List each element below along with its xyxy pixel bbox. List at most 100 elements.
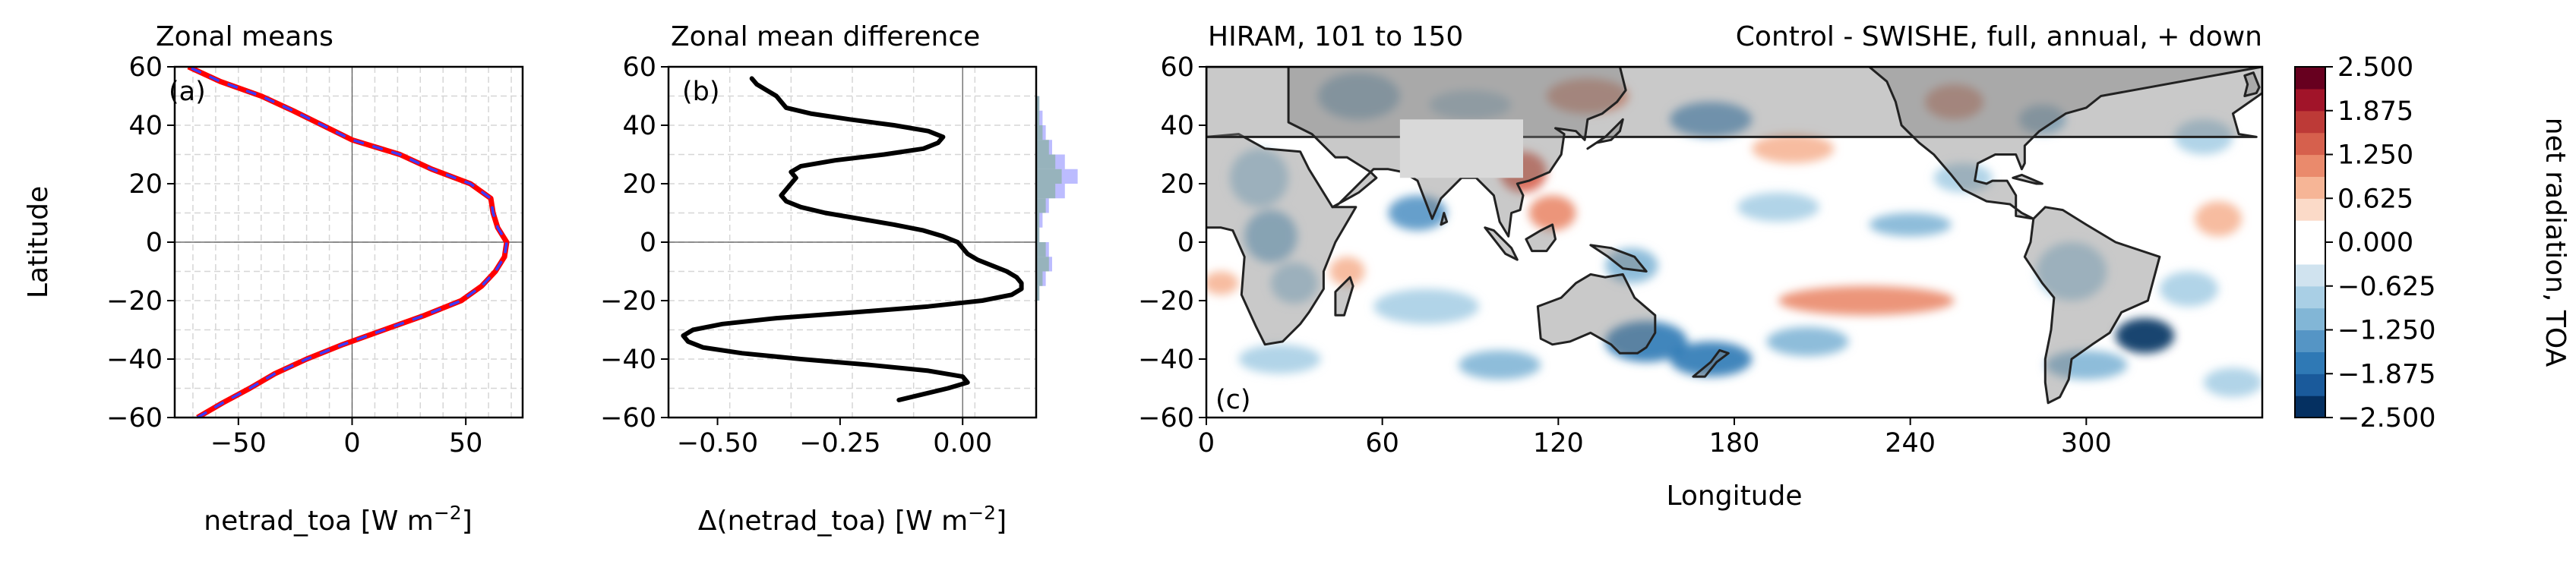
histogram-bar-swishe [1036, 154, 1056, 169]
anomaly-patch [1528, 195, 1576, 231]
map-content [1206, 67, 2262, 405]
anomaly-patch [1670, 102, 1753, 137]
colorbar-segment [2295, 88, 2325, 112]
colorbar-tick-label: −2.500 [2337, 403, 2436, 433]
anomaly-patch [2195, 201, 2242, 237]
x-tick-label: 0 [1198, 428, 1215, 459]
histogram-bar-control [1036, 198, 1049, 213]
y-tick-label: 20 [622, 169, 656, 200]
histogram-bar-control [1036, 169, 1078, 184]
y-tick-label: 0 [146, 228, 163, 258]
x-tick-label: −0.25 [799, 428, 880, 459]
colorbar-segment [2295, 396, 2325, 418]
x-tick-label: 240 [1885, 428, 1936, 459]
anomaly-patch [1429, 90, 1512, 120]
continent-indonesia-borneo [1525, 223, 1557, 253]
anomaly-patch [1238, 344, 1321, 374]
continent-uk [2243, 71, 2261, 97]
y-tick-label: −20 [106, 286, 163, 317]
anomaly-patch [1329, 257, 1365, 286]
panel-b-title: Zonal mean difference [671, 21, 980, 52]
panel-b-histograms [1036, 96, 1078, 301]
anomaly-patch [1388, 195, 1447, 231]
histogram-bar-swishe [1036, 125, 1043, 140]
panel-a-title: Zonal means [156, 21, 333, 52]
colorbar-segment [2295, 285, 2325, 309]
series-line-difference [681, 76, 1024, 402]
panel-a-xlabel-sup: −2 [434, 502, 462, 524]
colorbar-tick-label: 0.625 [2337, 184, 2413, 214]
anomaly-patch [1605, 320, 1688, 362]
panel-a-ylabel: Latitude [23, 186, 54, 298]
anomaly-patch [2203, 367, 2262, 398]
panel-a-xlabel-text: netrad_toa [W m [204, 506, 434, 537]
continent-sri-lanka [1440, 212, 1449, 226]
y-tick-label: −40 [106, 345, 163, 375]
y-tick-label: 60 [622, 52, 656, 83]
anomaly-patch [1373, 288, 1480, 324]
histogram-bar-swishe [1036, 242, 1046, 257]
map-title-left: HIRAM, 101 to 150 [1208, 21, 1463, 52]
panel-b-ticks: −0.50 −0.25 0.00 −60 −40 −20 0 20 40 60 [600, 52, 992, 459]
histogram-bar-control [1036, 285, 1040, 301]
colorbar-segment [2295, 132, 2325, 156]
panel-a-lines [175, 67, 523, 418]
map-land [1206, 67, 2262, 405]
colorbar-tick-label: 1.875 [2337, 96, 2413, 127]
panel-a: Zonal means −50 0 50 −60 −40 −20 0 20 40 60 (a) n… [23, 21, 524, 537]
x-tick-label: 180 [1709, 428, 1760, 459]
panel-a-label: (a) [169, 77, 206, 107]
histogram-bar-swishe [1036, 257, 1049, 272]
colorbar-segments [2295, 67, 2325, 418]
histogram-bar-swishe [1036, 227, 1040, 242]
histogram-bar-control [1036, 227, 1040, 242]
x-tick-label: 60 [1365, 428, 1399, 459]
x-tick-label: −50 [210, 428, 267, 459]
histogram-bar-control [1036, 184, 1065, 199]
plateau-mask [1399, 119, 1523, 178]
anomaly-patch [2159, 271, 2219, 307]
anomaly-patch [1752, 134, 1835, 164]
colorbar-tick-label: −0.625 [2337, 272, 2436, 302]
colorbar-segment [2295, 176, 2325, 199]
panel-c: HIRAM, 101 to 150 Control - SWISHE, full… [1138, 21, 2264, 512]
continent-japan [1586, 118, 1624, 150]
anomaly-patch [1737, 192, 1819, 222]
y-tick-label: −60 [106, 403, 163, 433]
panel-b: Zonal mean difference −0.50 −0.25 0.00−60−… [600, 21, 1078, 537]
histogram-bar-control [1036, 110, 1043, 125]
anomaly-patch [1270, 262, 1318, 304]
y-tick-label: 0 [1177, 228, 1194, 258]
anomaly-patch [1546, 78, 1629, 114]
colorbar-tick-label: 0.000 [2337, 228, 2413, 258]
colorbar-label-line1: net radiation, TOA [2540, 118, 2571, 367]
y-tick-label: 60 [128, 52, 163, 83]
y-tick-label: −40 [1138, 345, 1194, 375]
anomaly-patch [1869, 213, 1952, 237]
colorbar-segment [2295, 351, 2325, 374]
histogram-bar-control [1036, 257, 1052, 272]
y-tick-label: −60 [1138, 403, 1194, 433]
panel-b-xlabel-sup: −2 [968, 502, 996, 524]
y-tick-label: 0 [640, 228, 656, 258]
anomaly-patch [1244, 210, 1297, 263]
panel-a-ticks: −50 0 50 −60 −40 −20 0 20 40 60 [106, 52, 482, 459]
colorbar-label: net radiation, TOA [W m−2] [2540, 118, 2576, 367]
continent-australia [1536, 273, 1657, 355]
histogram-bar-swishe [1036, 96, 1040, 111]
y-tick-label: −40 [600, 345, 656, 375]
panel-a-xlabel: netrad_toa [W m−2] [204, 502, 473, 537]
colorbar-label-unit: [W m [2573, 186, 2576, 259]
continent-eurasia [1206, 67, 2262, 138]
x-tick-label: 0 [343, 428, 360, 459]
colorbar-label-line2: [W m−2] [2573, 186, 2576, 298]
anomaly-patch [1229, 148, 1289, 207]
x-tick-label: 0.00 [933, 428, 992, 459]
colorbar-segment [2295, 154, 2325, 177]
histogram-bar-control [1036, 154, 1065, 169]
anomaly-patch [1317, 72, 1400, 120]
continent-new-guinea [1589, 244, 1648, 273]
histogram-bar-swishe [1036, 198, 1046, 213]
map-anomalies [1206, 72, 2262, 398]
